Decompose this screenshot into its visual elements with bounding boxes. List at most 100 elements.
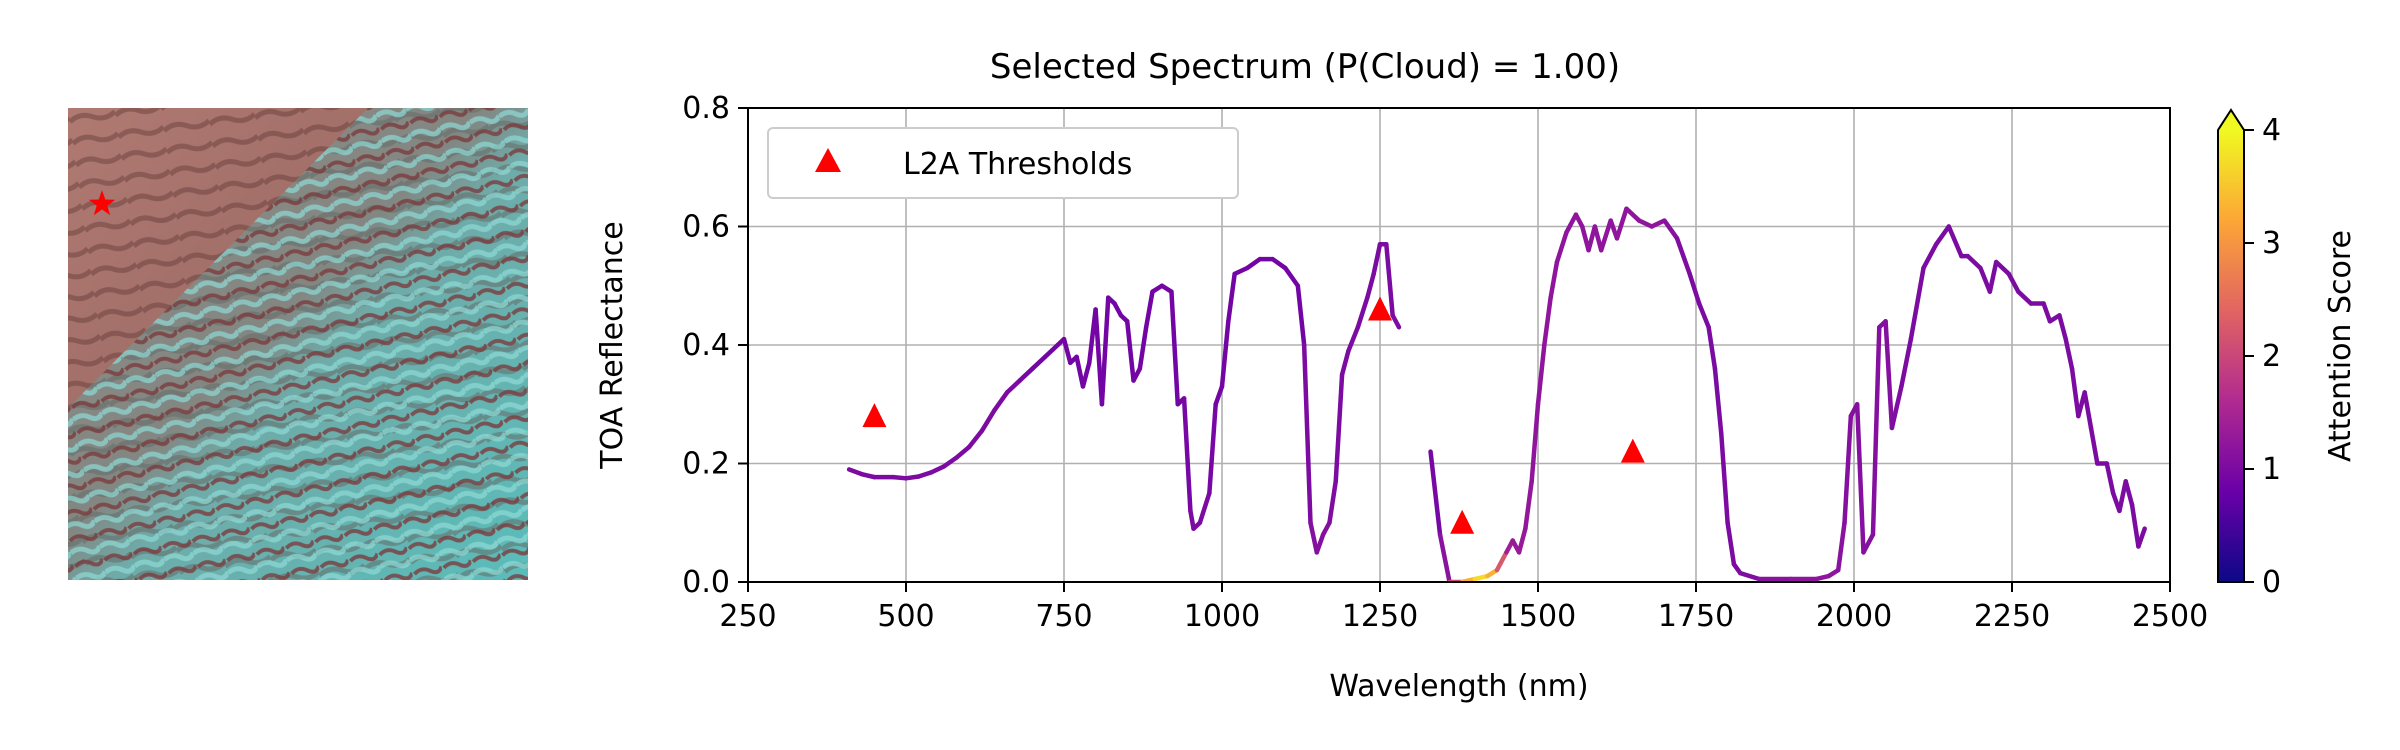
colorbar-tick-label: 0 — [2262, 565, 2281, 600]
spectrum-line-segment — [1245, 256, 1263, 271]
spectrum-line-segment — [1987, 259, 1999, 294]
spectrum-line-segment — [992, 390, 1010, 413]
spectrum-line-segment — [1099, 295, 1111, 407]
x-tick-label: 500 — [877, 599, 934, 634]
spectrum-line-segment — [941, 455, 959, 469]
y-axis-ticks: 0.0 0.2 0.4 0.6 0.8 — [682, 91, 748, 600]
x-tick-label: 250 — [719, 599, 776, 634]
x-tick-label: 1250 — [1342, 599, 1418, 634]
x-axis-label: Wavelength (nm) — [1329, 669, 1588, 704]
spectrum-line-segment — [1333, 372, 1345, 484]
spectrum-line-segment — [1908, 265, 1926, 342]
spectrum-line-segment — [1074, 354, 1086, 389]
spectrum-line-segment — [2063, 336, 2075, 371]
colorbar-tick-label: 4 — [2262, 113, 2281, 148]
spectrum-line-segment — [929, 464, 947, 475]
spectrum-line-segment — [1137, 324, 1149, 371]
spectrum-line-segment — [954, 444, 972, 460]
colorbar-outline — [2217, 108, 2245, 583]
spectrum-line-segment — [2069, 366, 2081, 419]
spectrum-line-segment — [1554, 230, 1569, 265]
legend-triangle-icon — [815, 148, 841, 172]
spectrum-line-segment — [1564, 212, 1579, 235]
threshold-marker — [1620, 438, 1645, 463]
y-axis-label: TOA Reflectance — [595, 221, 630, 469]
spectrum-line-segment — [1861, 532, 1876, 555]
x-tick-label: 1750 — [1658, 599, 1734, 634]
x-axis-ticks: 250 500 750 1000 1250 1500 1750 2000 2250 2500 — [719, 582, 2208, 634]
spectrum-line-segment — [1365, 271, 1376, 300]
spectrum-line-segment — [1355, 295, 1370, 330]
legend-box — [767, 127, 1239, 199]
spectrum-line-segment — [1197, 490, 1212, 525]
spectrum-line-segment — [1042, 342, 1060, 360]
spectrum-line-segment — [2088, 425, 2100, 466]
spectrum-line-segment — [1598, 218, 1613, 253]
spectrum-series — [846, 206, 2147, 582]
threshold-markers — [862, 296, 1645, 534]
spectrum-line-segment — [1870, 324, 1882, 537]
spectrum-line-segment — [1390, 313, 1402, 330]
spectrum-line-segment — [1921, 242, 1939, 271]
chart-title: Selected Spectrum (P(Cloud) = 1.00) — [990, 47, 1620, 87]
spectrum-line-segment — [1428, 449, 1443, 537]
legend-entry-label: L2A Thresholds — [903, 147, 1132, 182]
spectrum-line-segment — [1516, 526, 1528, 555]
spectrum-line-segment — [1899, 336, 1914, 389]
spectrum-line-segment — [1004, 378, 1023, 395]
spectrum-line-segment — [1327, 479, 1339, 525]
spectrum-line-segment — [1213, 384, 1225, 407]
spectrum-line-segment — [2104, 461, 2116, 496]
threshold-marker — [1450, 509, 1475, 534]
colorbar-tick-label: 1 — [2262, 452, 2281, 487]
y-tick-label: 0.2 — [682, 447, 730, 482]
y-tick-label: 0.8 — [682, 91, 730, 126]
spectrum-line-segment — [1301, 342, 1313, 525]
spectrum-line-segment — [1017, 366, 1035, 383]
spectrum-line-segment — [1835, 520, 1847, 573]
spectrum-line-segment — [1636, 218, 1655, 229]
selected-pixel-star-icon — [88, 190, 116, 216]
y-tick-label: 0.0 — [682, 565, 730, 600]
spectrum-line-segment — [1030, 354, 1048, 371]
spectrum-line-segment — [1548, 259, 1560, 300]
spectrum-line-segment — [1696, 301, 1711, 330]
colorbar: 0 1 2 3 4 Attention Score — [2217, 108, 2358, 600]
spectrum-line-segment — [1933, 224, 1952, 247]
spectrum-line-segment — [1295, 283, 1307, 348]
colorbar-tick-label: 2 — [2262, 339, 2281, 374]
spectrum-line-segment — [1687, 271, 1702, 306]
spectrum-line-segment — [1188, 508, 1196, 531]
spectrum-line-segment — [1542, 295, 1553, 348]
legend: L2A Thresholds — [767, 127, 1239, 199]
spectrum-line-segment — [1649, 218, 1667, 229]
spectrum-line-segment — [1719, 431, 1730, 525]
spectrum-line-segment — [2117, 479, 2129, 514]
spectrum-line-segment — [1889, 384, 1904, 431]
spectrum-line-segment — [1494, 550, 1509, 573]
x-tick-label: 2000 — [1816, 599, 1892, 634]
spectrum-line-segment — [1143, 289, 1155, 330]
colorbar-label: Attention Score — [2323, 230, 2358, 462]
spectrum-line-segment — [1662, 218, 1680, 241]
spectrum-line-segment — [1978, 265, 1993, 294]
spectrum-line-segment — [1712, 366, 1724, 437]
spectrum-line-segment — [1624, 206, 1642, 223]
spectrum-line-segment — [1080, 360, 1092, 389]
spectrum-line-segment — [1725, 520, 1737, 567]
spectrum-line-segment — [1674, 236, 1692, 277]
x-tick-label: 1000 — [1184, 599, 1260, 634]
spectrum-line-segment — [1946, 224, 1964, 259]
spectrum-line-segment — [1169, 289, 1181, 407]
colorbar-extend-arrow — [2218, 110, 2244, 130]
spectrum-line-segment — [1282, 265, 1301, 288]
y-tick-label: 0.4 — [682, 328, 730, 363]
spectrum-line-segment — [1523, 479, 1534, 531]
spectrum-line-segment — [1339, 348, 1351, 377]
spectrum-line-segment — [2082, 390, 2094, 431]
spectrum-line-segment — [1371, 242, 1383, 277]
spectrum-line-segment — [1883, 319, 1895, 431]
spectrum-line-segment — [2136, 526, 2147, 549]
spectrum-line-segment — [2016, 289, 2034, 306]
